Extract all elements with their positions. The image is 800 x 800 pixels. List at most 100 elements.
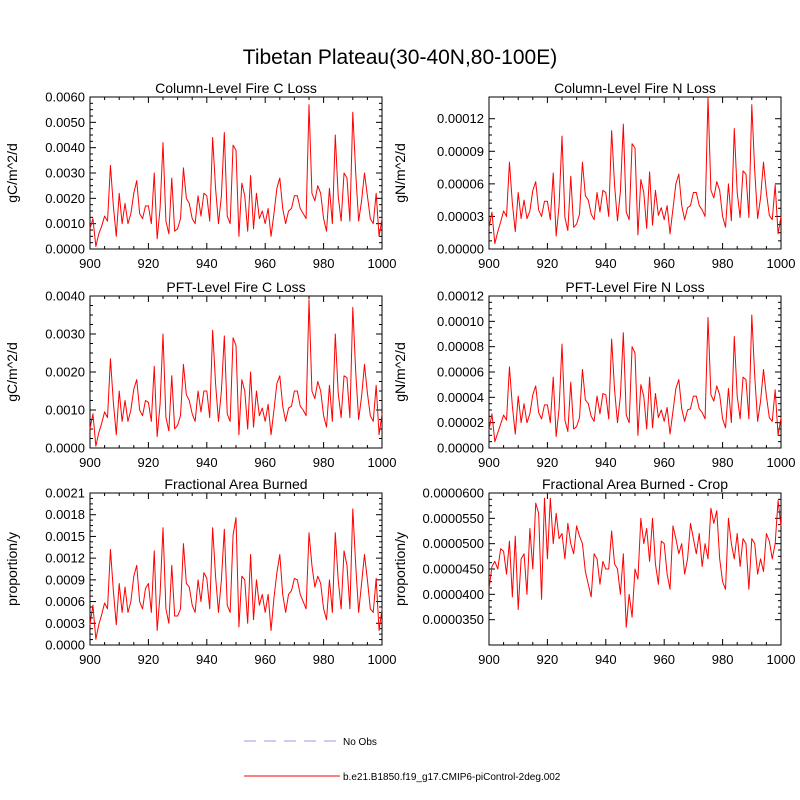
y-tick-label: 0.0020 bbox=[45, 365, 85, 380]
series-line bbox=[89, 508, 383, 640]
y-tick-label: 0.00006 bbox=[437, 176, 484, 191]
y-tick-label: 0.00010 bbox=[437, 314, 484, 329]
panel-title: Fractional Area Burned - Crop bbox=[542, 476, 728, 492]
y-tick-label: 0.0010 bbox=[45, 403, 85, 418]
y-tick-label: 0.0030 bbox=[45, 166, 85, 181]
series-line bbox=[488, 497, 782, 628]
y-tick-label: 0.00012 bbox=[437, 289, 484, 304]
y-tick-label: 0.0020 bbox=[45, 191, 85, 206]
y-tick-label: 0.00000 bbox=[437, 441, 484, 456]
x-tick-label: 1000 bbox=[368, 256, 397, 271]
x-tick-label: 1000 bbox=[767, 652, 796, 667]
x-tick-label: 960 bbox=[254, 455, 276, 470]
x-tick-label: 920 bbox=[138, 455, 160, 470]
y-tick-label: 0.00006 bbox=[437, 365, 484, 380]
y-tick-label: 0.0040 bbox=[45, 289, 85, 304]
y-tick-label: 0.0000600 bbox=[423, 486, 484, 501]
x-tick-label: 900 bbox=[478, 652, 500, 667]
x-tick-label: 1000 bbox=[368, 652, 397, 667]
x-tick-label: 980 bbox=[313, 652, 335, 667]
chart-panel: Column-Level Fire C Loss 900 920 940 960 980 1… bbox=[4, 80, 396, 271]
y-tick-label: 0.00009 bbox=[437, 144, 484, 159]
x-tick-label: 920 bbox=[138, 256, 160, 271]
y-axis-label: gC/m^2/d bbox=[4, 143, 20, 202]
chart-panel: PFT-Level Fire N Loss 900 920 940 960 980 1000… bbox=[392, 279, 795, 470]
y-axis-label: gC/m^2/d bbox=[4, 342, 20, 401]
y-tick-label: 0.0000 bbox=[45, 441, 85, 456]
plot-frame bbox=[488, 295, 782, 449]
y-tick-label: 0.0060 bbox=[45, 90, 85, 105]
panel-title: Column-Level Fire C Loss bbox=[155, 80, 317, 96]
x-tick-label: 960 bbox=[653, 455, 675, 470]
x-tick-label: 960 bbox=[653, 256, 675, 271]
y-tick-label: 0.0000400 bbox=[423, 587, 484, 602]
y-tick-label: 0.0006 bbox=[45, 594, 85, 609]
x-tick-label: 1000 bbox=[767, 256, 796, 271]
x-tick-label: 900 bbox=[478, 455, 500, 470]
x-tick-label: 980 bbox=[313, 256, 335, 271]
y-tick-label: 0.0000 bbox=[45, 638, 85, 653]
x-tick-label: 920 bbox=[537, 455, 559, 470]
x-tick-label: 920 bbox=[537, 256, 559, 271]
y-tick-label: 0.00002 bbox=[437, 415, 484, 430]
plot-frame bbox=[89, 96, 383, 250]
x-tick-label: 980 bbox=[712, 652, 734, 667]
y-tick-label: 0.0009 bbox=[45, 572, 85, 587]
y-tick-label: 0.0021 bbox=[45, 486, 85, 501]
y-tick-label: 0.0015 bbox=[45, 529, 85, 544]
x-tick-label: 940 bbox=[196, 256, 218, 271]
y-tick-label: 0.0030 bbox=[45, 327, 85, 342]
y-tick-label: 0.0000550 bbox=[423, 511, 484, 526]
panel-title: Column-Level Fire N Loss bbox=[554, 80, 716, 96]
x-tick-label: 940 bbox=[595, 256, 617, 271]
x-tick-label: 1000 bbox=[767, 455, 796, 470]
x-tick-label: 980 bbox=[712, 256, 734, 271]
y-tick-label: 0.00003 bbox=[437, 209, 484, 224]
x-tick-label: 920 bbox=[537, 652, 559, 667]
series-line bbox=[89, 299, 383, 447]
x-tick-label: 1000 bbox=[368, 455, 397, 470]
chart-panel: Fractional Area Burned - Crop 900 920 940 96… bbox=[392, 476, 795, 667]
figure-title: Tibetan Plateau(30-40N,80-100E) bbox=[243, 46, 557, 69]
y-axis-label: gN/m^2/d bbox=[392, 143, 408, 202]
x-tick-label: 980 bbox=[712, 455, 734, 470]
x-tick-label: 940 bbox=[595, 455, 617, 470]
x-tick-label: 900 bbox=[79, 652, 101, 667]
panel-title: Fractional Area Burned bbox=[164, 476, 307, 492]
y-axis-label: proportion/y bbox=[4, 532, 20, 606]
y-tick-label: 0.00008 bbox=[437, 339, 484, 354]
x-tick-label: 900 bbox=[79, 256, 101, 271]
y-tick-label: 0.0050 bbox=[45, 115, 85, 130]
chart-panel: PFT-Level Fire C Loss 900 920 940 960 980 1000… bbox=[4, 279, 396, 470]
y-tick-label: 0.00004 bbox=[437, 390, 484, 405]
plot-frame bbox=[89, 492, 383, 646]
x-tick-label: 960 bbox=[254, 256, 276, 271]
y-tick-label: 0.0018 bbox=[45, 507, 85, 522]
plot-frame bbox=[488, 96, 782, 250]
y-tick-label: 0.0040 bbox=[45, 140, 85, 155]
x-tick-label: 940 bbox=[196, 455, 218, 470]
plot-frame bbox=[89, 295, 383, 449]
x-tick-label: 900 bbox=[79, 455, 101, 470]
chart-panel: Column-Level Fire N Loss 900 920 940 960 980 1… bbox=[392, 80, 795, 271]
chart-panel: Fractional Area Burned 900 920 940 960 980 100… bbox=[4, 476, 396, 667]
x-tick-label: 940 bbox=[595, 652, 617, 667]
y-tick-label: 0.0012 bbox=[45, 551, 85, 566]
x-tick-label: 960 bbox=[254, 652, 276, 667]
y-tick-label: 0.0003 bbox=[45, 616, 85, 631]
y-axis-label: gN/m^2/d bbox=[392, 342, 408, 401]
x-tick-label: 980 bbox=[313, 455, 335, 470]
legend-label-model: b.e21.B1850.f19_g17.CMIP6-piControl-2deg… bbox=[343, 772, 561, 783]
x-tick-label: 960 bbox=[653, 652, 675, 667]
y-tick-label: 0.0000450 bbox=[423, 562, 484, 577]
series-line bbox=[89, 104, 383, 247]
legend: No Obs b.e21.B1850.f19_g17.CMIP6-piContr… bbox=[244, 737, 561, 783]
series-line bbox=[488, 96, 782, 245]
y-tick-label: 0.0000 bbox=[45, 242, 85, 257]
x-tick-label: 920 bbox=[138, 652, 160, 667]
x-tick-label: 940 bbox=[196, 652, 218, 667]
y-tick-label: 0.00012 bbox=[437, 111, 484, 126]
panel-title: PFT-Level Fire C Loss bbox=[166, 279, 305, 295]
panel-title: PFT-Level Fire N Loss bbox=[565, 279, 704, 295]
